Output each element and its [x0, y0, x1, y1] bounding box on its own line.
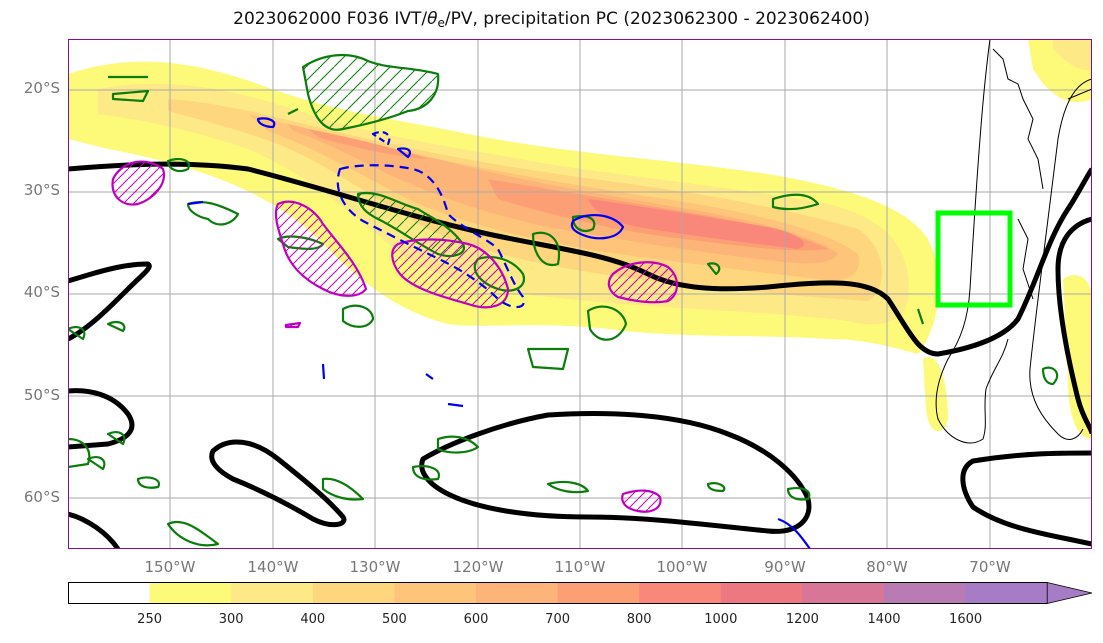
- colorbar-tick-label: 250: [137, 612, 162, 627]
- colorbar-segment: [557, 582, 640, 604]
- colorbar-segment: [68, 582, 151, 604]
- lon-label-110w: 110°W: [554, 558, 606, 576]
- colorbar-tick-label: 1600: [949, 612, 983, 627]
- lon-label-80w: 80°W: [866, 558, 908, 576]
- colorbar-segment: [965, 582, 1048, 604]
- grid-lines: [68, 39, 1092, 549]
- lon-label-150w: 150°W: [144, 558, 196, 576]
- lon-label-70w: 70°W: [969, 558, 1011, 576]
- colorbar-segment: [312, 582, 395, 604]
- colorbar-tick-label: 800: [626, 612, 652, 627]
- coastlines: [935, 39, 1092, 444]
- colorbar-tick-label: 700: [545, 612, 570, 627]
- pv-contours-magenta: [111, 160, 679, 513]
- colorbar-extend-arrow: [1046, 582, 1093, 604]
- colorbar-segment: [802, 582, 885, 604]
- colorbar-tick-label: 1200: [785, 612, 819, 627]
- colorbar: [68, 582, 1093, 604]
- colorbar-segment: [149, 582, 232, 604]
- lat-label-60s: 60°S: [23, 488, 60, 506]
- lat-label-40s: 40°S: [23, 283, 60, 301]
- ivt-shading: [68, 39, 1092, 439]
- theta-e-contours: [68, 161, 1092, 549]
- colorbar-segment: [476, 582, 559, 604]
- colorbar-segment: [884, 582, 967, 604]
- colorbar-tick-label: 500: [381, 612, 407, 627]
- colorbar-tick-label: 600: [463, 612, 489, 627]
- colorbar-segment: [639, 582, 722, 604]
- lon-label-90w: 90°W: [764, 558, 806, 576]
- colorbar-segment: [720, 582, 803, 604]
- map-panel: [68, 39, 1092, 549]
- lat-label-30s: 30°S: [23, 181, 60, 199]
- lon-label-120w: 120°W: [452, 558, 504, 576]
- colorbar-segment: [231, 582, 314, 604]
- lat-label-20s: 20°S: [23, 79, 60, 97]
- colorbar-tick-label: 300: [218, 612, 244, 627]
- figure-title: 2023062000 F036 IVT/θe/PV, precipitation…: [233, 9, 870, 30]
- lon-label-140w: 140°W: [247, 558, 299, 576]
- highlight-box: [935, 210, 1013, 308]
- colorbar-tick-label: 400: [300, 612, 326, 627]
- colorbar-tick-label: 1000: [704, 612, 738, 627]
- lon-label-100w: 100°W: [656, 558, 708, 576]
- pv-contours-blue: [187, 117, 811, 549]
- colorbar-segment: [394, 582, 477, 604]
- colorbar-tick-label: 1400: [867, 612, 901, 627]
- lon-label-130w: 130°W: [349, 558, 401, 576]
- lat-label-50s: 50°S: [23, 386, 60, 404]
